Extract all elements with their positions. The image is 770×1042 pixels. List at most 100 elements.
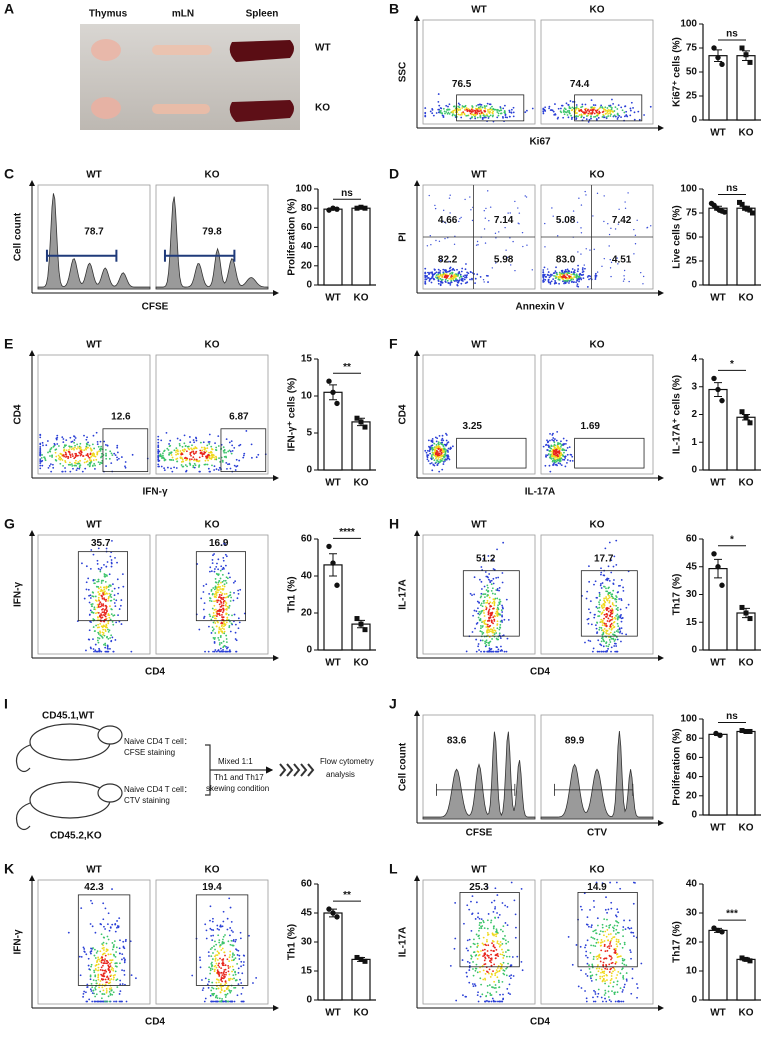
flow-event xyxy=(484,210,485,211)
flow-event xyxy=(114,557,116,559)
flow-event xyxy=(69,446,71,448)
flow-event xyxy=(115,931,117,933)
flow-event xyxy=(610,632,612,634)
flow-event xyxy=(485,995,487,997)
flow-event xyxy=(221,604,223,606)
flow-event xyxy=(208,626,210,628)
flow-event xyxy=(109,970,111,972)
flow-event xyxy=(93,626,95,628)
flow-event xyxy=(589,275,590,276)
flow-event xyxy=(118,458,120,460)
flow-event xyxy=(221,988,223,990)
flow-event xyxy=(238,972,240,974)
significance-label: ns xyxy=(726,183,738,194)
y-axis-label: SSC xyxy=(398,62,409,83)
flow-event xyxy=(577,265,579,267)
flow-event xyxy=(157,442,159,444)
flow-event xyxy=(608,245,609,246)
flow-event xyxy=(492,630,494,632)
flow-event xyxy=(497,967,499,969)
y-tick-label: 40 xyxy=(301,571,313,582)
flow-event xyxy=(563,444,565,446)
flow-event xyxy=(589,612,591,614)
flow-event xyxy=(502,938,504,940)
flow-event xyxy=(62,459,64,461)
panel-letter: D xyxy=(389,166,399,182)
flow-event xyxy=(616,908,618,910)
flow-event xyxy=(588,640,590,642)
flow-event xyxy=(39,458,41,460)
flow-event xyxy=(229,992,231,994)
flow-event xyxy=(603,640,605,642)
flow-event xyxy=(458,221,459,222)
flow-event xyxy=(175,447,177,449)
flow-event xyxy=(182,466,184,468)
flow-event xyxy=(492,623,494,625)
flow-event xyxy=(460,117,462,119)
flow-event xyxy=(240,993,242,995)
flow-event xyxy=(204,1001,206,1003)
flow-event xyxy=(477,601,479,603)
flow-event xyxy=(121,456,123,458)
flow-event xyxy=(498,231,499,232)
flow-event xyxy=(106,990,108,992)
flow-event xyxy=(106,636,108,638)
flow-event xyxy=(548,279,550,281)
flow-event xyxy=(94,606,96,608)
flow-event xyxy=(89,951,91,953)
flow-event xyxy=(428,439,430,441)
flow-event xyxy=(189,453,191,455)
flow-event xyxy=(99,569,101,571)
flow-event xyxy=(450,965,452,967)
flow-event xyxy=(476,901,478,903)
flow-event xyxy=(544,465,546,467)
flow-event xyxy=(218,981,220,983)
flow-event xyxy=(499,1001,501,1003)
flow-event xyxy=(223,560,225,562)
flow-event xyxy=(93,612,95,614)
flow-event xyxy=(113,598,115,600)
flow-event xyxy=(587,975,589,977)
flow-event xyxy=(600,585,602,587)
flow-event xyxy=(544,106,546,108)
flow-event xyxy=(426,452,428,454)
mouse-tail xyxy=(17,745,31,772)
flow-event xyxy=(595,597,597,599)
flow-event xyxy=(472,631,474,633)
significance-label: **** xyxy=(339,527,355,538)
flow-event xyxy=(218,939,220,941)
flow-event xyxy=(41,465,43,467)
flow-event xyxy=(604,990,606,992)
flow-event xyxy=(424,268,426,270)
flow-event xyxy=(506,974,508,976)
flow-event xyxy=(482,107,484,109)
flow-event xyxy=(218,929,220,931)
flow-event xyxy=(499,914,501,916)
flow-event xyxy=(103,989,105,991)
flow-event xyxy=(225,635,227,637)
flow-event xyxy=(237,954,239,956)
flow-event xyxy=(93,463,95,465)
flow-event xyxy=(431,108,433,110)
flow-event xyxy=(509,116,511,118)
flow-event xyxy=(100,1001,102,1003)
flow-event xyxy=(512,241,513,242)
flow-event xyxy=(164,469,166,471)
flow-event xyxy=(494,906,496,908)
flow-event xyxy=(163,458,165,460)
flow-event xyxy=(211,939,213,941)
flow-event xyxy=(572,109,574,111)
flow-event xyxy=(132,454,134,456)
flow-event xyxy=(242,987,244,989)
flow-event xyxy=(119,939,121,941)
flow-event xyxy=(502,931,504,933)
flow-event xyxy=(544,266,546,268)
flow-event xyxy=(446,277,448,279)
flow-event xyxy=(615,645,617,647)
flow-event xyxy=(157,458,159,460)
flow-event xyxy=(477,117,479,119)
data-point xyxy=(715,387,720,392)
flow-event xyxy=(607,598,609,600)
flow-event xyxy=(450,266,452,268)
flow-event xyxy=(193,439,195,441)
